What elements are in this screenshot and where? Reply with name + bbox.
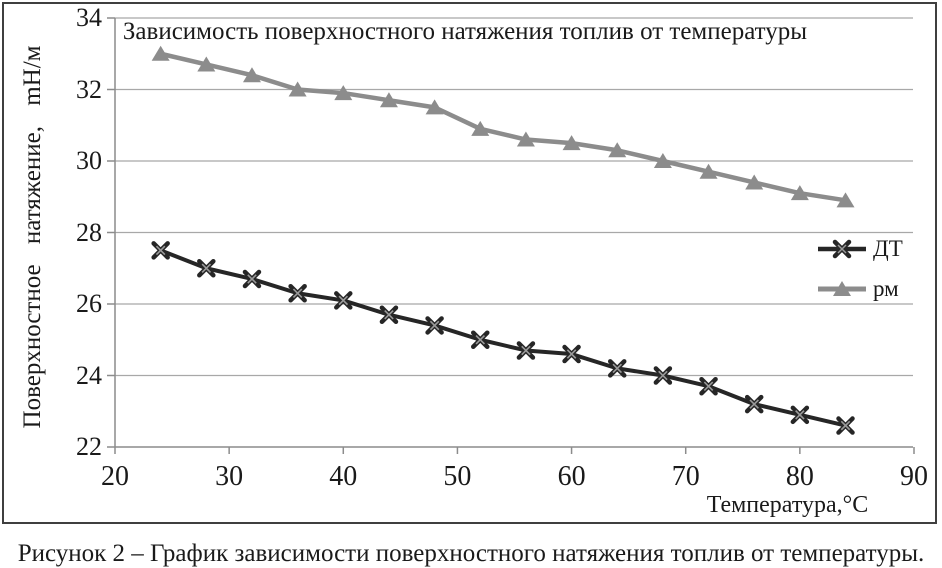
- x-tick-label: 90: [900, 461, 928, 492]
- x-tick-label: 40: [329, 461, 358, 492]
- legend-label-rm: рм: [873, 276, 899, 301]
- dt-x-marker-icon: [818, 239, 866, 259]
- y-tick-label: 22: [76, 432, 102, 461]
- y-axis-title: Поверхностное натяжение, mН/м: [19, 45, 46, 429]
- legend-item-dt: ДТ: [818, 232, 903, 266]
- chart-frame: [2, 2, 937, 524]
- legend: ДТ рм: [818, 232, 903, 312]
- legend-label-dt: ДТ: [873, 236, 903, 261]
- y-tick-label: 26: [76, 289, 102, 318]
- y-tick-label: 32: [76, 74, 102, 104]
- x-tick-label: 30: [215, 461, 244, 492]
- x-tick-label: 50: [443, 461, 472, 492]
- y-tick-label: 30: [76, 146, 102, 175]
- x-tick-label: 20: [101, 461, 129, 492]
- rm-triangle-marker-icon: [818, 281, 866, 296]
- x-axis-title: Температура,°С: [706, 492, 869, 518]
- y-tick-label: 34: [76, 3, 102, 32]
- x-tick-label: 80: [785, 461, 814, 492]
- figure-caption: Рисунок 2 – График зависимости поверхнос…: [17, 540, 925, 567]
- x-tick-label: 60: [557, 461, 586, 492]
- chart-title: Зависимость поверхностного натяжения топ…: [122, 18, 808, 45]
- y-tick-label: 24: [76, 360, 102, 390]
- x-tick-label: 70: [671, 461, 700, 492]
- y-tick-label: 28: [76, 217, 102, 247]
- legend-item-rm: рм: [818, 272, 903, 306]
